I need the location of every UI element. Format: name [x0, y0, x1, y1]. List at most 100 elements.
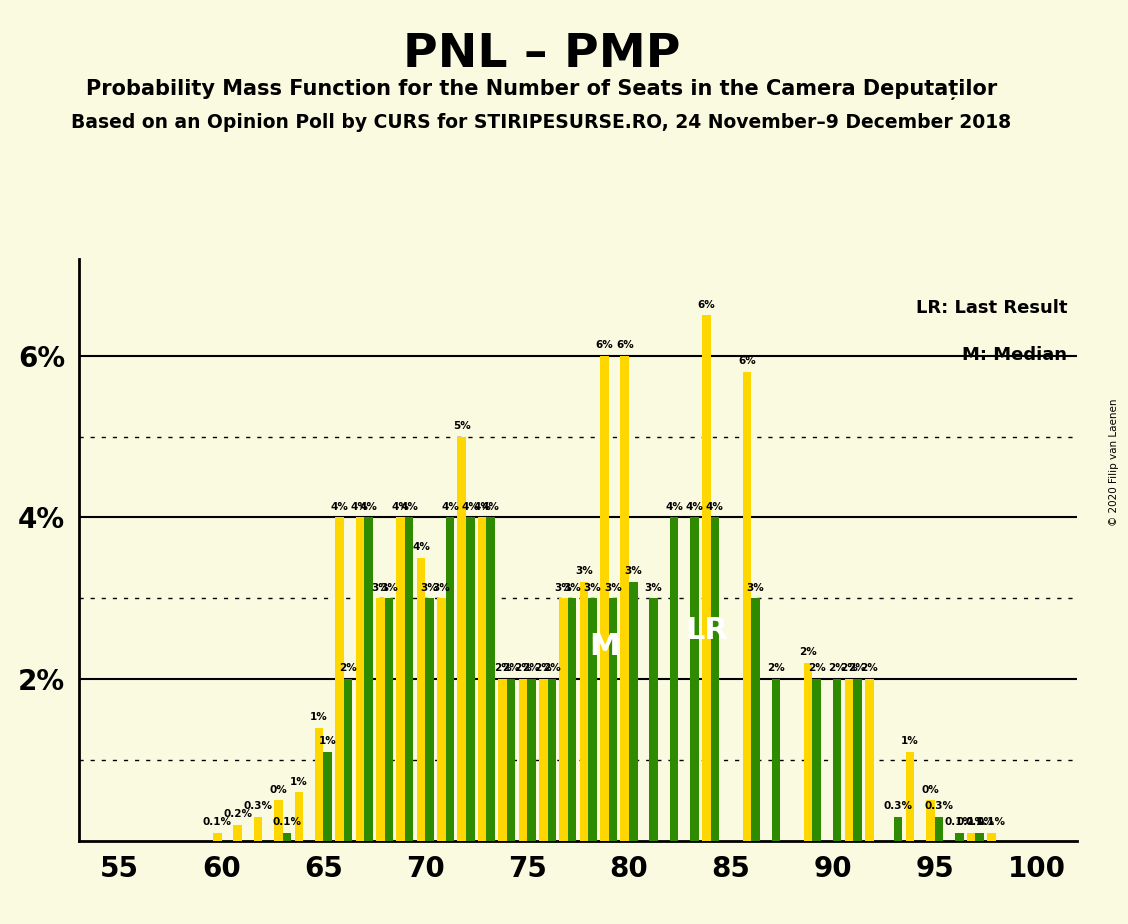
- Bar: [702, 315, 711, 841]
- Text: 0.1%: 0.1%: [966, 817, 994, 827]
- Text: 0.1%: 0.1%: [957, 817, 986, 827]
- Text: 0.3%: 0.3%: [883, 801, 913, 811]
- Text: 1%: 1%: [290, 777, 308, 786]
- Bar: [446, 517, 455, 841]
- Text: 5%: 5%: [453, 421, 470, 431]
- Text: 0.1%: 0.1%: [273, 817, 301, 827]
- Text: 1%: 1%: [319, 736, 336, 747]
- Bar: [567, 599, 576, 841]
- Text: 2%: 2%: [340, 663, 356, 674]
- Text: M: M: [589, 632, 619, 662]
- Bar: [283, 833, 291, 841]
- Text: 2%: 2%: [861, 663, 878, 674]
- Text: 6%: 6%: [616, 340, 634, 350]
- Bar: [335, 517, 344, 841]
- Text: Based on an Opinion Poll by CURS for STIRIPESURSE.RO, 24 November–9 December 201: Based on an Opinion Poll by CURS for STI…: [71, 113, 1012, 132]
- Text: LR: Last Result: LR: Last Result: [916, 299, 1067, 318]
- Bar: [865, 679, 873, 841]
- Bar: [274, 800, 283, 841]
- Bar: [751, 599, 760, 841]
- Bar: [559, 599, 567, 841]
- Bar: [405, 517, 414, 841]
- Bar: [742, 372, 751, 841]
- Bar: [600, 356, 609, 841]
- Text: 2%: 2%: [840, 663, 857, 674]
- Bar: [711, 517, 719, 841]
- Bar: [845, 679, 853, 841]
- Text: 4%: 4%: [360, 502, 378, 512]
- Bar: [478, 517, 486, 841]
- Bar: [416, 558, 425, 841]
- Bar: [670, 517, 678, 841]
- Bar: [315, 728, 324, 841]
- Text: 3%: 3%: [380, 583, 398, 592]
- Bar: [893, 817, 902, 841]
- Text: M: Median: M: Median: [962, 346, 1067, 364]
- Bar: [486, 517, 495, 841]
- Bar: [527, 679, 536, 841]
- Bar: [589, 599, 597, 841]
- Bar: [324, 752, 332, 841]
- Text: 3%: 3%: [563, 583, 581, 592]
- Text: 2%: 2%: [767, 663, 785, 674]
- Text: 4%: 4%: [400, 502, 418, 512]
- Text: 0.1%: 0.1%: [945, 817, 973, 827]
- Text: 3%: 3%: [575, 566, 593, 577]
- Text: 0.3%: 0.3%: [244, 801, 273, 811]
- Text: 3%: 3%: [432, 583, 450, 592]
- Text: 0%: 0%: [922, 784, 940, 795]
- Bar: [935, 817, 943, 841]
- Text: 4%: 4%: [461, 502, 479, 512]
- Text: 4%: 4%: [686, 502, 704, 512]
- Text: 2%: 2%: [494, 663, 511, 674]
- Bar: [519, 679, 527, 841]
- Text: 1%: 1%: [310, 712, 328, 722]
- Bar: [906, 752, 915, 841]
- Text: 4%: 4%: [441, 502, 459, 512]
- Text: Probability Mass Function for the Number of Seats in the Camera Deputaților: Probability Mass Function for the Number…: [86, 79, 997, 100]
- Bar: [213, 833, 221, 841]
- Text: 4%: 4%: [391, 502, 409, 512]
- Bar: [955, 833, 963, 841]
- Bar: [355, 517, 364, 841]
- Bar: [967, 833, 976, 841]
- Text: 2%: 2%: [800, 648, 817, 657]
- Bar: [832, 679, 841, 841]
- Text: 2%: 2%: [502, 663, 520, 674]
- Bar: [506, 679, 515, 841]
- Text: 4%: 4%: [331, 502, 349, 512]
- Text: 0.1%: 0.1%: [203, 817, 231, 827]
- Text: 3%: 3%: [555, 583, 573, 592]
- Text: 2%: 2%: [808, 663, 826, 674]
- Text: 4%: 4%: [706, 502, 724, 512]
- Bar: [499, 679, 506, 841]
- Bar: [629, 582, 637, 841]
- Text: 0.1%: 0.1%: [977, 817, 1006, 827]
- Bar: [620, 356, 629, 841]
- Text: LR: LR: [685, 616, 728, 645]
- Bar: [254, 817, 263, 841]
- Bar: [772, 679, 781, 841]
- Bar: [539, 679, 547, 841]
- Text: 0%: 0%: [270, 784, 288, 795]
- Text: 3%: 3%: [625, 566, 642, 577]
- Text: 4%: 4%: [482, 502, 500, 512]
- Text: 2%: 2%: [514, 663, 531, 674]
- Text: 0.2%: 0.2%: [223, 809, 253, 819]
- Text: 2%: 2%: [535, 663, 552, 674]
- Bar: [233, 825, 241, 841]
- Text: 2%: 2%: [543, 663, 561, 674]
- Bar: [580, 582, 589, 841]
- Text: 6%: 6%: [738, 357, 756, 366]
- Bar: [396, 517, 405, 841]
- Bar: [650, 599, 658, 841]
- Bar: [609, 599, 617, 841]
- Bar: [812, 679, 821, 841]
- Text: 4%: 4%: [351, 502, 369, 512]
- Bar: [690, 517, 698, 841]
- Text: PNL – PMP: PNL – PMP: [403, 32, 680, 78]
- Bar: [466, 517, 475, 841]
- Bar: [804, 663, 812, 841]
- Bar: [438, 599, 446, 841]
- Bar: [376, 599, 385, 841]
